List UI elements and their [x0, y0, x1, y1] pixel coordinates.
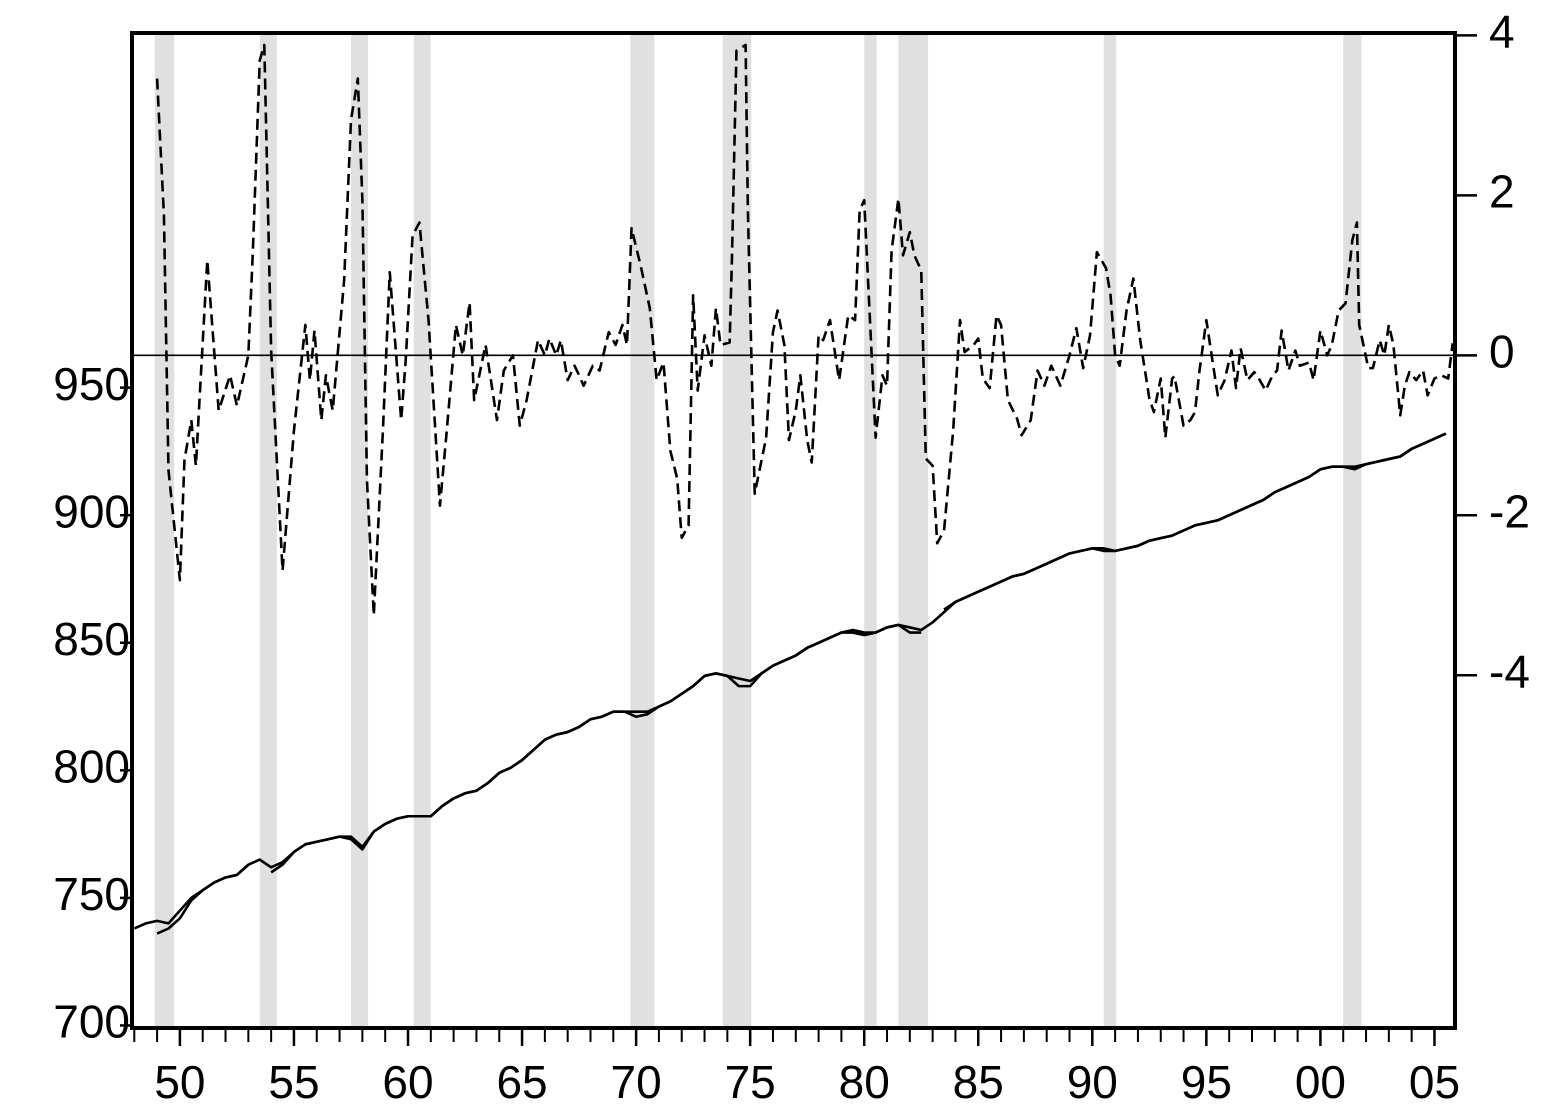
x-tick-label: 90	[1067, 1056, 1118, 1108]
recession-band	[1343, 33, 1362, 1028]
solid-line	[133, 432, 1447, 930]
y-tick-label: 700	[53, 996, 130, 1048]
y-tick-label: 900	[53, 485, 130, 537]
recession-band	[350, 33, 369, 1028]
x-tick-label: 60	[382, 1056, 433, 1108]
x-tick-label: 65	[496, 1056, 547, 1108]
y2-tick-label: 2	[1489, 166, 1515, 218]
y-tick-label: 750	[53, 868, 130, 920]
recession-band	[898, 33, 929, 1028]
x-tick-label: 05	[1409, 1056, 1460, 1108]
y-tick-label: 850	[53, 613, 130, 665]
recession-band	[259, 33, 277, 1028]
recession-band	[864, 33, 877, 1028]
x-tick-label: 00	[1295, 1056, 1346, 1108]
recession-band	[154, 33, 175, 1028]
plot-frame	[130, 31, 1457, 1030]
y2-tick-label: 4	[1489, 6, 1515, 58]
y2-tick-label: 0	[1489, 325, 1515, 377]
y2-tick-label: -4	[1489, 645, 1530, 697]
recession-band	[630, 33, 655, 1028]
x-tick-label: 80	[839, 1056, 890, 1108]
recession-band	[413, 33, 431, 1028]
x-tick-label: 85	[953, 1056, 1004, 1108]
x-tick-label: 50	[154, 1056, 205, 1108]
x-tick-label: 75	[725, 1056, 776, 1108]
solid-line	[156, 432, 1447, 935]
recession-band	[1103, 33, 1117, 1028]
y-tick-label: 950	[53, 358, 130, 410]
dashed-line	[155, 43, 1455, 617]
y2-tick-label: -2	[1489, 485, 1530, 537]
y-tick-label: 800	[53, 740, 130, 792]
x-tick-label: 55	[268, 1056, 319, 1108]
x-tick-label: 95	[1181, 1056, 1232, 1108]
x-tick-label: 70	[611, 1056, 662, 1108]
